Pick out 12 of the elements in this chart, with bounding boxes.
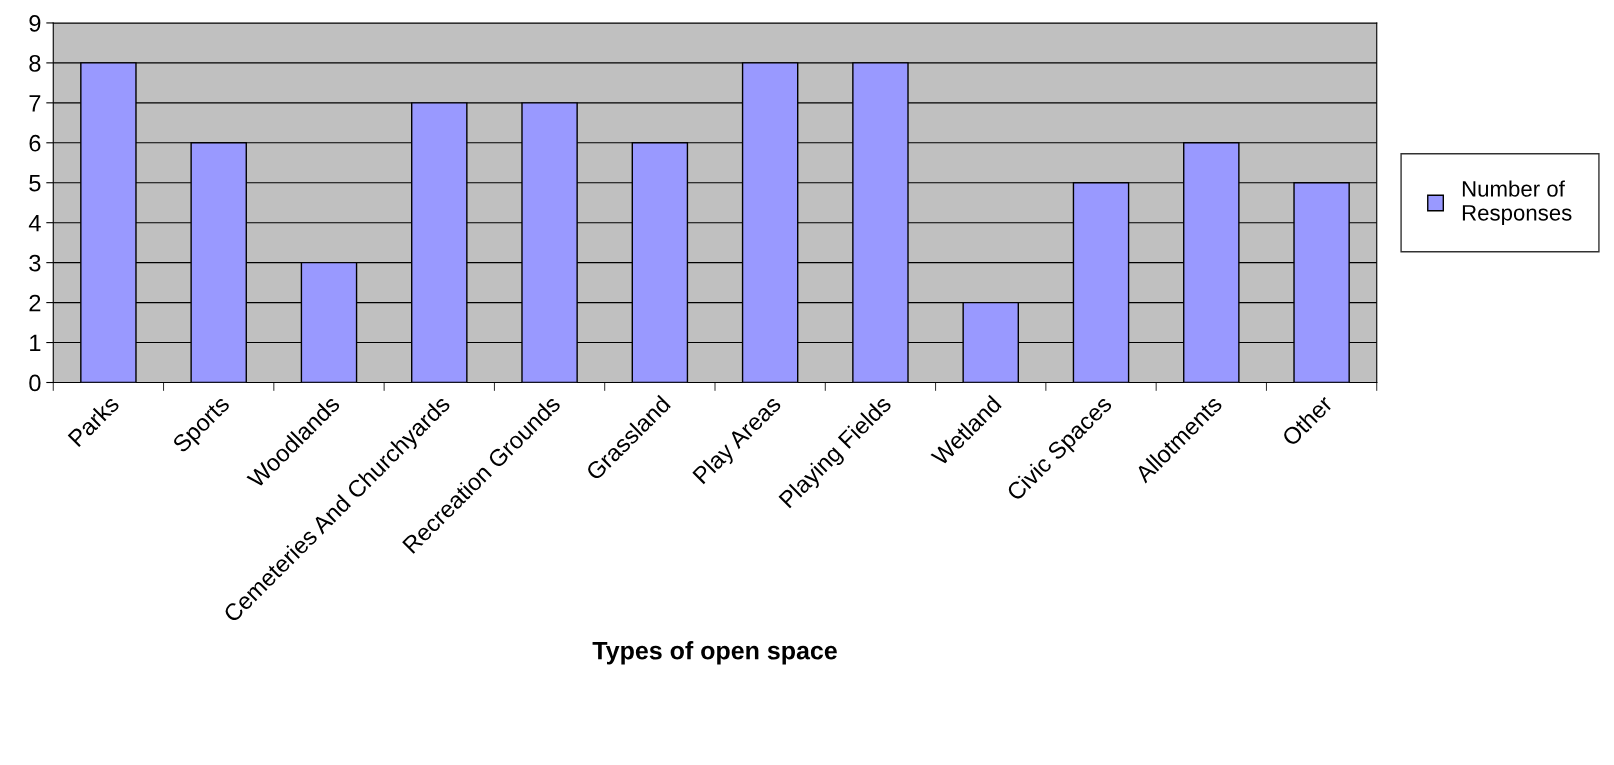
- y-tick-label: 1: [30, 334, 41, 352]
- y-tick-label: 6: [29, 134, 41, 152]
- y-tick-label: 9: [29, 15, 41, 32]
- y-tick-label: 7: [29, 95, 41, 112]
- y-tick-label: 3: [29, 254, 41, 272]
- y-tick-label: 4: [28, 215, 41, 232]
- y-tick-label: 5: [29, 175, 41, 192]
- x-axis-title: Types of open space: [592, 641, 837, 665]
- y-tick-label: 2: [29, 294, 41, 312]
- legend-label: Number of Responses: [1462, 180, 1572, 226]
- y-tick-label: 0: [29, 374, 41, 392]
- y-tick-label: 8: [29, 54, 41, 72]
